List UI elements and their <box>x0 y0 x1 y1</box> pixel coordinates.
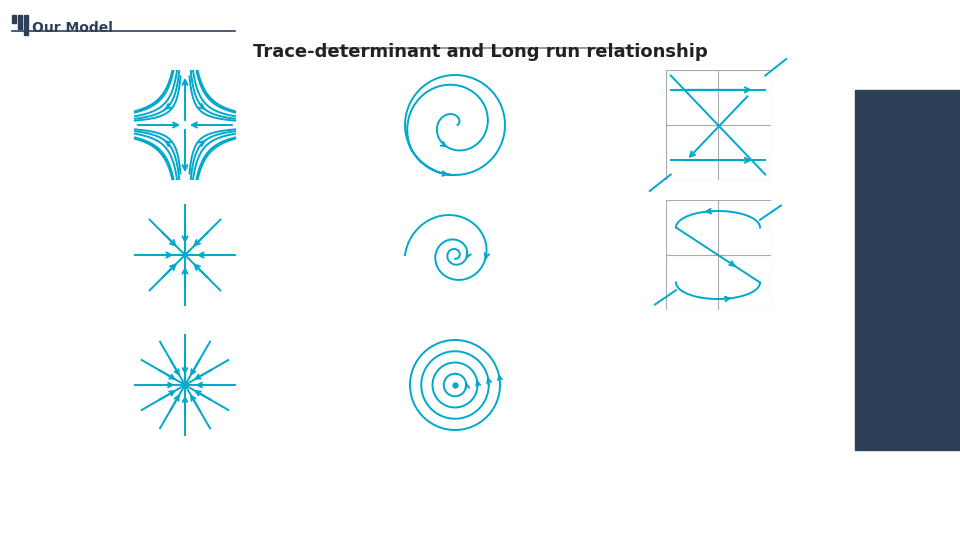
Text: Trace-determinant and Long run relationship: Trace-determinant and Long run relations… <box>252 43 708 61</box>
Bar <box>24 15 28 35</box>
Text: Our Model: Our Model <box>32 21 113 35</box>
Bar <box>855 90 960 450</box>
Bar <box>18 15 22 29</box>
Bar <box>12 15 16 23</box>
